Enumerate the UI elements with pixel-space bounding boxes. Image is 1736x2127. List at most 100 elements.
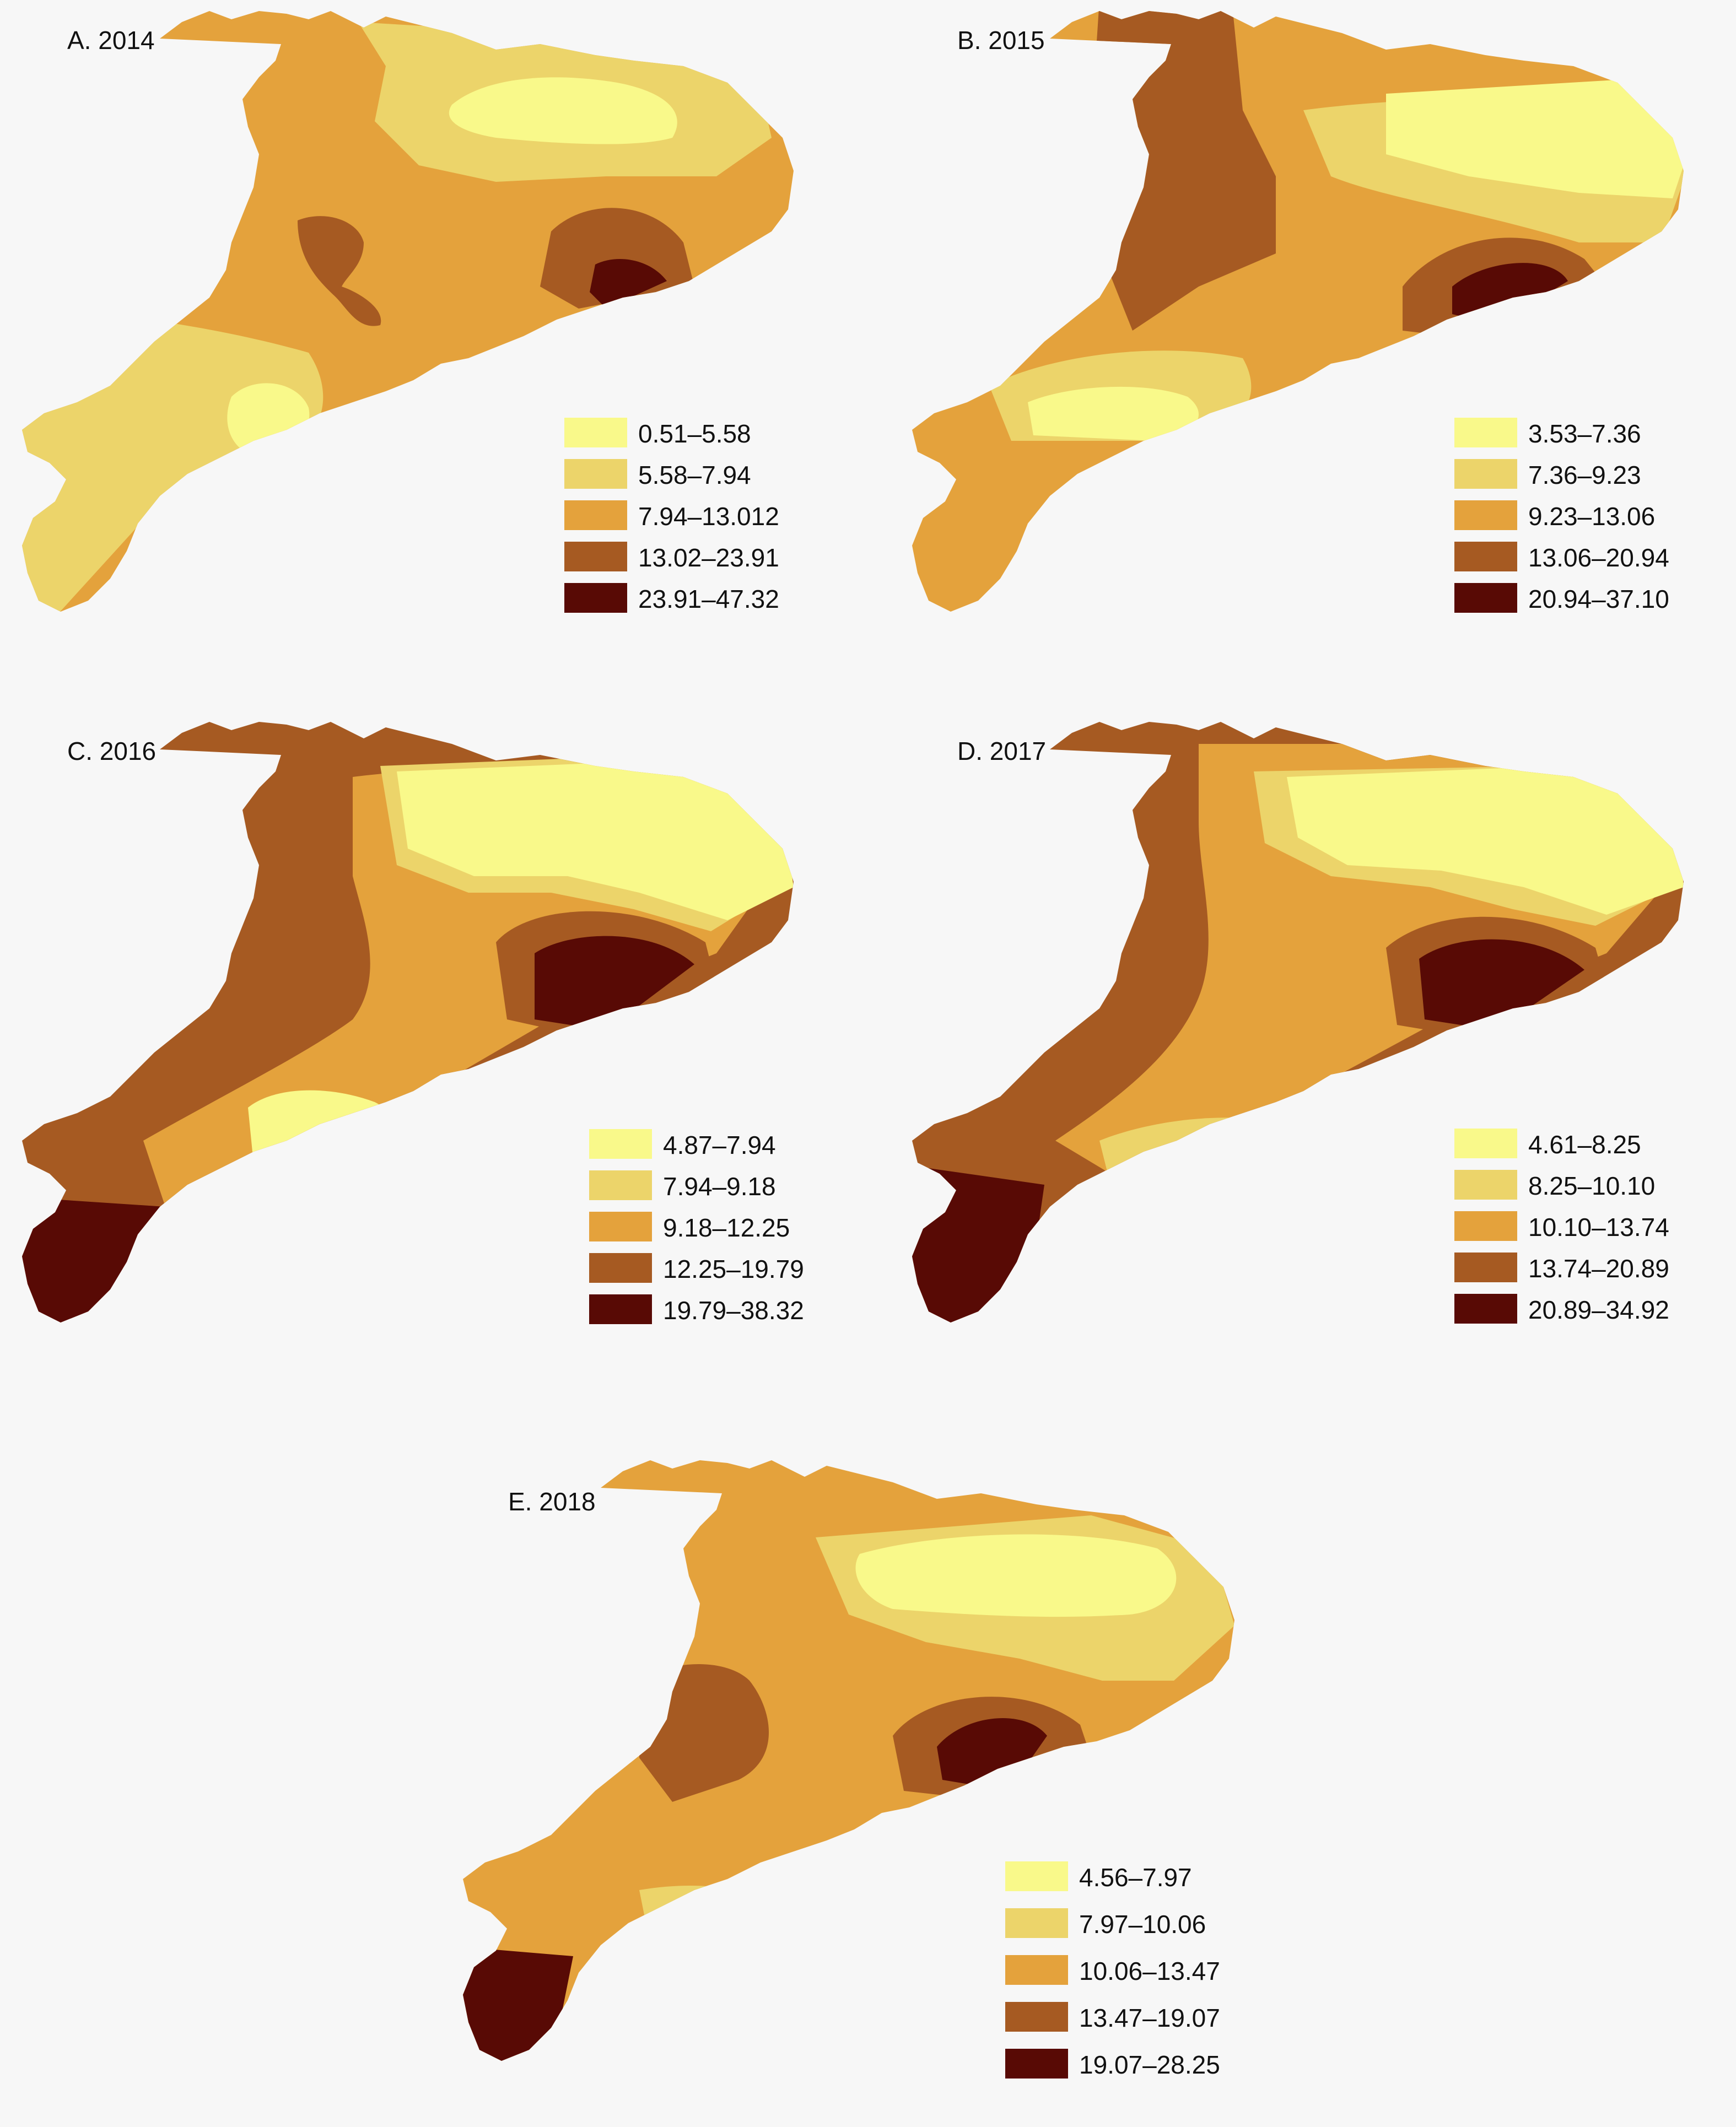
- legend-item: 13.47–19.07: [1005, 2002, 1270, 2035]
- map-panel-2018: E. 2018 4.56–7.97 7.97–10.06 10.06–13.47…: [441, 1449, 1301, 2127]
- legend-swatch: [589, 1212, 652, 1241]
- legend-swatch: [1005, 2002, 1068, 2032]
- legend-swatch: [1454, 1253, 1517, 1282]
- legend-item: 9.23–13.06: [1454, 500, 1719, 533]
- legend-item: 19.79–38.32: [589, 1294, 854, 1327]
- legend-label: 13.02–23.91: [638, 543, 779, 572]
- zone-class1-north: [1287, 766, 1684, 915]
- legend-label: 7.94–13.012: [638, 502, 779, 531]
- legend-label: 8.25–10.10: [1528, 1172, 1656, 1200]
- legend-item: 7.97–10.06: [1005, 1908, 1270, 1941]
- legend-swatch: [1005, 1861, 1068, 1891]
- legend-swatch: [1454, 542, 1517, 571]
- zone-class4-center: [298, 216, 381, 326]
- panel-title: A. 2014: [67, 26, 155, 55]
- map-panel-2015: B. 2015 3.53–7.36 7.36–9.23 9.23–13.06 1…: [890, 0, 1736, 678]
- legend-label: 7.36–9.23: [1528, 461, 1641, 489]
- legend-label: 9.23–13.06: [1528, 502, 1656, 531]
- legend-swatch: [1454, 1129, 1517, 1158]
- legend-swatch: [564, 583, 627, 613]
- map-panel-2017: D. 2017 4.61–8.25 8.25–10.10 10.10–13.74…: [890, 711, 1736, 1389]
- legend-label: 4.56–7.97: [1079, 1863, 1192, 1892]
- legend-label: 13.06–20.94: [1528, 543, 1669, 572]
- legend-item: 3.53–7.36: [1454, 418, 1719, 451]
- zone-class2-southwest: [639, 1885, 797, 1951]
- legend-swatch: [564, 459, 627, 489]
- legend-label: 10.10–13.74: [1528, 1213, 1669, 1241]
- legend-item: 20.94–37.10: [1454, 583, 1719, 616]
- zone-class1-north: [449, 77, 677, 144]
- panel-title: E. 2018: [508, 1487, 596, 1516]
- zone-class2-southwest: [22, 309, 324, 612]
- map-panel-2016: C. 2016 4.87–7.94 7.94–9.18 9.18–12.25 1…: [0, 711, 860, 1389]
- panel-title: C. 2016: [67, 737, 157, 765]
- legend-item: 4.87–7.94: [589, 1129, 854, 1162]
- zone-class5-southwest: [463, 1945, 573, 2061]
- legend-swatch: [1454, 459, 1517, 489]
- legend-item: 12.25–19.79: [589, 1253, 854, 1286]
- legend-item: 8.25–10.10: [1454, 1170, 1719, 1203]
- legend-swatch: [1454, 1294, 1517, 1324]
- legend-swatch: [1454, 1170, 1517, 1200]
- choropleth-map-2018: [463, 1460, 1234, 2061]
- zone-class1-north: [397, 760, 794, 920]
- zone-class1-north: [1386, 77, 1684, 198]
- legend-item: 19.07–28.25: [1005, 2049, 1270, 2082]
- legend-item: 9.18–12.25: [589, 1212, 854, 1245]
- zone-class5-southwest: [22, 1196, 165, 1322]
- legend-item: 10.06–13.47: [1005, 1955, 1270, 1988]
- legend-item: 5.58–7.94: [564, 459, 829, 492]
- legend-item: 20.89–34.92: [1454, 1294, 1719, 1327]
- legend-item: 7.94–13.012: [564, 500, 829, 533]
- legend-item: 23.91–47.32: [564, 583, 829, 616]
- legend-swatch: [564, 418, 627, 447]
- legend-swatch: [564, 500, 627, 530]
- legend-label: 19.79–38.32: [663, 1296, 804, 1325]
- legend-swatch: [564, 542, 627, 571]
- choropleth-map-2014: [22, 11, 794, 612]
- panel-title: D. 2017: [957, 737, 1047, 765]
- legend-label: 4.61–8.25: [1528, 1130, 1641, 1159]
- legend-swatch: [589, 1253, 652, 1283]
- legend-item: 7.36–9.23: [1454, 459, 1719, 492]
- legend-item: 13.02–23.91: [564, 542, 829, 575]
- zone-class1-north: [855, 1534, 1177, 1617]
- legend-label: 19.07–28.25: [1079, 2050, 1220, 2079]
- zone-class1-southwest: [227, 383, 310, 457]
- legend-label: 4.87–7.94: [663, 1131, 776, 1159]
- legend-swatch: [589, 1170, 652, 1200]
- legend-item: 4.61–8.25: [1454, 1129, 1719, 1162]
- legend-label: 23.91–47.32: [638, 585, 779, 613]
- zone-class1-southwest: [248, 1090, 394, 1163]
- choropleth-map-2015: [912, 11, 1684, 612]
- legend-swatch: [1454, 583, 1517, 613]
- legend-label: 7.94–9.18: [663, 1172, 776, 1201]
- legend-label: 7.97–10.06: [1079, 1910, 1206, 1939]
- legend-label: 13.47–19.07: [1079, 2004, 1220, 2032]
- legend-swatch: [589, 1294, 652, 1324]
- zone-class5-southwest: [912, 1163, 1044, 1322]
- legend-swatch: [1005, 1955, 1068, 1985]
- legend-label: 10.06–13.47: [1079, 1957, 1220, 1985]
- legend-label: 9.18–12.25: [663, 1213, 790, 1242]
- panel-title: B. 2015: [957, 26, 1045, 55]
- legend-swatch: [1454, 500, 1517, 530]
- map-panel-2014: A. 2014 0.51–5.58 5.58–7.94 7.94–13.012 …: [0, 0, 860, 678]
- legend-label: 20.89–34.92: [1528, 1295, 1669, 1324]
- legend-swatch: [1005, 1908, 1068, 1938]
- choropleth-map-2016: [22, 722, 794, 1322]
- legend-item: 7.94–9.18: [589, 1170, 854, 1203]
- legend-item: 0.51–5.58: [564, 418, 829, 451]
- legend-item: 13.74–20.89: [1454, 1253, 1719, 1286]
- legend-swatch: [1005, 2049, 1068, 2079]
- legend-item: 10.10–13.74: [1454, 1211, 1719, 1244]
- zone-class4-west: [639, 1664, 769, 1802]
- legend-swatch: [589, 1129, 652, 1159]
- legend-label: 13.74–20.89: [1528, 1254, 1669, 1283]
- zone-class1-southwest: [1028, 386, 1199, 441]
- choropleth-map-2017: [912, 722, 1684, 1322]
- legend-label: 5.58–7.94: [638, 461, 751, 489]
- legend-swatch: [1454, 418, 1517, 447]
- legend-item: 13.06–20.94: [1454, 542, 1719, 575]
- zone-class5-south: [590, 259, 667, 309]
